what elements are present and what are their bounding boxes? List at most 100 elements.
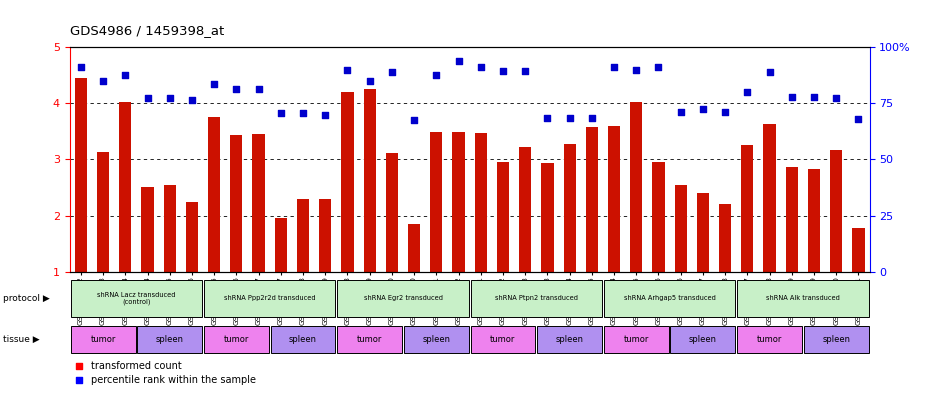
Bar: [231, 135, 243, 272]
FancyBboxPatch shape: [737, 280, 869, 317]
Text: transformed count: transformed count: [90, 361, 181, 371]
Point: [829, 95, 844, 101]
Text: tumor: tumor: [90, 335, 115, 344]
FancyBboxPatch shape: [338, 280, 469, 317]
Point: [318, 111, 333, 118]
Point: [584, 115, 599, 121]
Text: spleen: spleen: [822, 335, 850, 344]
Point: [429, 72, 444, 78]
Text: spleen: spleen: [555, 335, 584, 344]
Point: [162, 95, 177, 101]
Point: [718, 108, 733, 115]
Bar: [608, 126, 620, 272]
Bar: [408, 224, 420, 272]
Point: [96, 78, 111, 84]
Text: tumor: tumor: [224, 335, 249, 344]
Point: [273, 110, 288, 116]
FancyBboxPatch shape: [204, 280, 336, 317]
Bar: [586, 127, 598, 272]
Bar: [452, 132, 465, 272]
Bar: [364, 89, 376, 272]
Point: [206, 81, 221, 87]
Point: [496, 68, 511, 74]
Point: [696, 106, 711, 112]
Bar: [830, 150, 843, 272]
Point: [140, 95, 155, 101]
FancyBboxPatch shape: [804, 326, 869, 353]
Text: tumor: tumor: [624, 335, 649, 344]
FancyBboxPatch shape: [471, 280, 602, 317]
FancyBboxPatch shape: [71, 280, 202, 317]
Bar: [631, 102, 643, 272]
Point: [473, 64, 488, 70]
Point: [340, 66, 355, 73]
Text: GDS4986 / 1459398_at: GDS4986 / 1459398_at: [70, 24, 224, 37]
Point: [73, 64, 88, 70]
Bar: [431, 132, 443, 272]
Point: [673, 108, 688, 115]
Point: [118, 72, 133, 78]
Bar: [697, 193, 709, 272]
Bar: [319, 199, 331, 272]
Text: protocol ▶: protocol ▶: [3, 294, 49, 303]
Bar: [386, 153, 398, 272]
Bar: [119, 102, 131, 272]
Point: [451, 58, 466, 64]
Bar: [652, 162, 665, 272]
Bar: [164, 185, 176, 272]
Bar: [564, 144, 576, 272]
Text: spleen: spleen: [689, 335, 717, 344]
Bar: [674, 185, 687, 272]
Point: [629, 66, 644, 73]
Point: [606, 64, 621, 70]
Point: [72, 363, 86, 369]
Bar: [541, 163, 553, 272]
Bar: [208, 118, 220, 272]
Point: [740, 89, 755, 95]
FancyBboxPatch shape: [271, 326, 336, 353]
FancyBboxPatch shape: [671, 326, 736, 353]
FancyBboxPatch shape: [604, 280, 736, 317]
Text: tissue ▶: tissue ▶: [3, 335, 39, 344]
Point: [851, 116, 866, 122]
Point: [562, 115, 577, 121]
Text: shRNA Arhgap5 transduced: shRNA Arhgap5 transduced: [624, 295, 715, 301]
Bar: [186, 202, 198, 272]
Point: [406, 117, 421, 123]
FancyBboxPatch shape: [138, 326, 202, 353]
Point: [784, 94, 799, 100]
FancyBboxPatch shape: [471, 326, 536, 353]
FancyBboxPatch shape: [338, 326, 402, 353]
FancyBboxPatch shape: [204, 326, 269, 353]
Point: [806, 94, 821, 100]
FancyBboxPatch shape: [71, 326, 136, 353]
Point: [540, 115, 555, 121]
Bar: [474, 133, 487, 272]
Text: shRNA Ppp2r2d transduced: shRNA Ppp2r2d transduced: [224, 295, 315, 301]
FancyBboxPatch shape: [404, 326, 469, 353]
Bar: [97, 152, 109, 272]
Bar: [764, 124, 776, 272]
Bar: [497, 162, 509, 272]
Bar: [252, 134, 265, 272]
Point: [384, 69, 399, 75]
Bar: [808, 169, 820, 272]
Bar: [741, 145, 753, 272]
Bar: [297, 199, 309, 272]
Point: [651, 64, 666, 70]
Text: shRNA Egr2 transduced: shRNA Egr2 transduced: [364, 295, 443, 301]
Text: shRNA Lacz transduced
(control): shRNA Lacz transduced (control): [97, 292, 176, 305]
Point: [363, 78, 378, 84]
Text: tumor: tumor: [490, 335, 515, 344]
Text: percentile rank within the sample: percentile rank within the sample: [90, 375, 256, 385]
Point: [763, 69, 777, 75]
Point: [518, 68, 533, 74]
Text: spleen: spleen: [155, 335, 184, 344]
FancyBboxPatch shape: [604, 326, 669, 353]
FancyBboxPatch shape: [737, 326, 802, 353]
Bar: [719, 204, 731, 272]
Point: [251, 86, 266, 92]
Text: spleen: spleen: [289, 335, 317, 344]
Bar: [852, 228, 865, 272]
Text: spleen: spleen: [422, 335, 450, 344]
